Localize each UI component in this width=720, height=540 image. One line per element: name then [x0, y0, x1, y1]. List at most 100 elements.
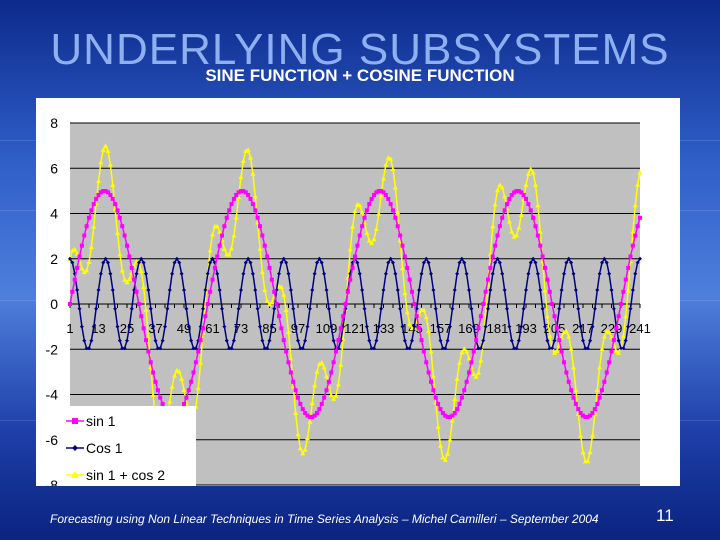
slide-title: UNDERLYING SUBSYSTEMS [50, 25, 670, 74]
data-point [322, 271, 327, 276]
data-point [229, 245, 234, 251]
data-point [298, 346, 303, 351]
data-point [366, 238, 372, 243]
data-point [559, 349, 564, 354]
data-point [196, 349, 201, 354]
data-point [117, 338, 122, 343]
data-point [426, 370, 431, 375]
data-point [476, 326, 481, 331]
data-point [88, 244, 94, 249]
data-point [120, 346, 125, 351]
x-tick-label: 229 [601, 321, 623, 336]
data-point [288, 355, 294, 361]
data-point [592, 306, 597, 311]
data-point [625, 288, 631, 293]
data-point [340, 336, 346, 341]
data-point [455, 407, 460, 412]
data-point [141, 326, 146, 331]
data-point [569, 388, 574, 393]
data-point [505, 306, 509, 311]
data-point [315, 260, 319, 265]
data-point [245, 147, 251, 152]
data-point [604, 370, 609, 375]
data-point [578, 324, 583, 329]
data-point [127, 254, 132, 259]
data-point [158, 346, 163, 351]
data-point [623, 277, 628, 282]
data-point [590, 324, 595, 329]
data-point [402, 254, 407, 259]
data-point [350, 224, 356, 229]
data-point [279, 326, 284, 331]
data-point [445, 414, 450, 419]
data-point [312, 413, 317, 418]
data-point [616, 314, 621, 319]
data-point [120, 224, 125, 229]
data-point [217, 288, 222, 293]
data-point [576, 407, 581, 412]
data-point [516, 225, 522, 230]
data-point [430, 373, 436, 379]
data-point [328, 392, 334, 398]
data-point [98, 271, 103, 276]
data-point [184, 306, 189, 311]
data-point [198, 360, 204, 365]
data-point [117, 251, 123, 257]
data-point [630, 229, 636, 234]
data-point [70, 289, 75, 294]
data-point [253, 288, 258, 293]
data-point [601, 334, 607, 339]
data-point [564, 370, 569, 375]
data-point [459, 349, 465, 355]
data-point [467, 370, 471, 375]
data-point [571, 364, 576, 370]
data-point [386, 196, 391, 201]
data-point [82, 233, 87, 238]
data-point [329, 370, 334, 375]
data-point [215, 271, 220, 276]
data-point [391, 260, 395, 265]
data-point [321, 364, 327, 370]
data-point [79, 324, 84, 329]
data-point [535, 271, 540, 276]
data-point [319, 360, 325, 365]
data-point [611, 306, 616, 311]
data-point [127, 324, 132, 329]
data-point [497, 182, 503, 187]
data-point [139, 314, 144, 319]
data-point [564, 260, 569, 265]
data-point [557, 306, 562, 311]
data-point [467, 288, 471, 293]
data-point [198, 338, 203, 343]
data-point [483, 324, 488, 329]
data-point [231, 233, 237, 238]
data-point [210, 231, 215, 237]
data-point [96, 192, 101, 197]
line-chart: 8 6 4 2 0 -2 -4 -6 -8 1 13 25 37 49 61 73 85 97 109 121 133 1… [46, 115, 651, 486]
data-point [260, 233, 265, 238]
data-point [221, 246, 227, 251]
data-point [75, 265, 80, 270]
data-point [514, 189, 519, 194]
data-point [295, 431, 301, 437]
data-point [208, 289, 213, 294]
data-point [571, 395, 576, 400]
x-tick-label: 241 [629, 321, 651, 336]
data-point [224, 338, 229, 343]
data-point [143, 307, 149, 312]
data-point [613, 348, 619, 353]
data-point [590, 411, 595, 416]
data-point [535, 233, 540, 238]
data-point [533, 224, 538, 229]
data-point [372, 192, 376, 197]
data-point [329, 324, 334, 329]
data-point [70, 260, 75, 265]
data-point [222, 324, 227, 329]
data-point [115, 230, 120, 235]
data-point [543, 265, 547, 270]
data-point [101, 260, 106, 265]
data-point [298, 401, 303, 406]
data-point [445, 451, 451, 456]
data-point [473, 374, 479, 379]
data-point [587, 449, 593, 455]
